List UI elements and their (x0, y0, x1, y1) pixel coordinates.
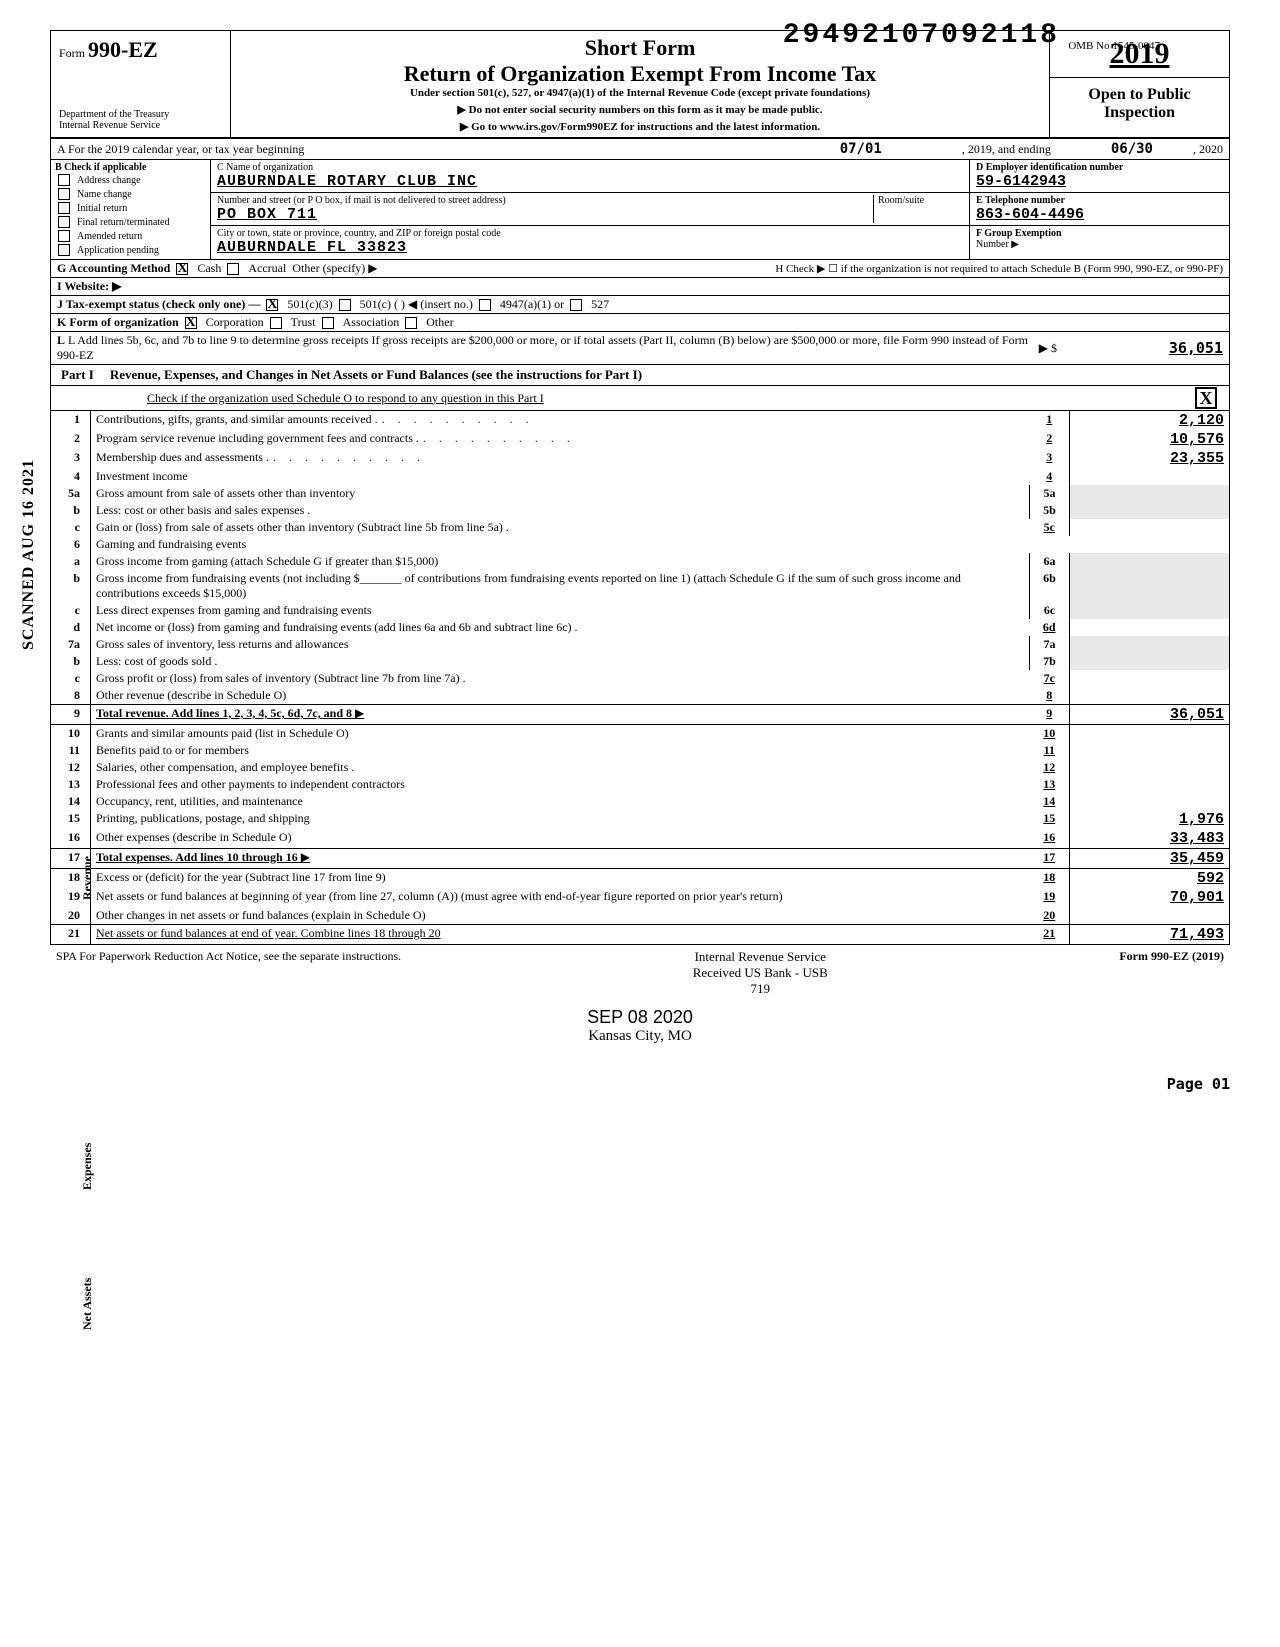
tax-year: 2019 (1050, 31, 1229, 78)
revenue-section-label: Revenue (80, 856, 95, 900)
org-street: PO BOX 711 (217, 206, 873, 223)
f-label: F Group Exemption (976, 228, 1223, 239)
d-label: D Employer identification number (976, 162, 1223, 173)
form-number: Form 990-EZ (59, 37, 222, 63)
line-19-amount: 70,901 (1070, 888, 1230, 907)
paperwork-notice: SPA For Paperwork Reduction Act Notice, … (56, 949, 401, 997)
omb-number: OMB No 1545-0047 (1068, 40, 1160, 52)
form-ref: Form 990-EZ (2019) (1119, 949, 1224, 997)
i-website: I Website: ▶ (57, 279, 121, 294)
org-name: AUBURNDALE ROTARY CLUB INC (217, 173, 963, 190)
line-l-text: L Add lines 5b, 6c, and 7b to line 9 to … (57, 333, 1028, 362)
under-section: Under section 501(c), 527, or 4947(a)(1)… (241, 87, 1039, 99)
warn-ssn: ▶ Do not enter social security numbers o… (241, 103, 1039, 116)
h-label: H Check ▶ ☐ if the organization is not r… (775, 262, 1223, 275)
warn-url: ▶ Go to www.irs.gov/Form990EZ for instru… (241, 120, 1039, 133)
line-15-amount: 1,976 (1070, 810, 1230, 829)
org-city: AUBURNDALE FL 33823 (217, 239, 963, 256)
accrual-checkbox[interactable] (227, 263, 239, 275)
line-1-amount: 2,120 (1070, 411, 1230, 430)
dept-label: Department of the Treasury Internal Reve… (59, 109, 222, 131)
tax-year-end: 06/30 (1111, 141, 1153, 157)
row-a: A For the 2019 calendar year, or tax yea… (50, 139, 1230, 160)
line-3-amount: 23,355 (1070, 449, 1230, 468)
501c3-checkbox[interactable] (266, 299, 278, 311)
netassets-section-label: Net Assets (80, 1278, 95, 1330)
page-number: Page 01 (50, 1075, 1230, 1093)
section-b: B Check if applicable Address change Nam… (50, 160, 1230, 260)
expenses-section-label: Expenses (80, 1143, 95, 1190)
irs-received-stamp: Internal Revenue Service Received US Ban… (693, 949, 828, 997)
part1-title: Revenue, Expenses, and Changes in Net As… (104, 365, 648, 385)
corp-checkbox[interactable] (185, 317, 197, 329)
dln-stamp: 29492107092118 (783, 20, 1060, 51)
open-public: Open to Public Inspection (1050, 78, 1229, 130)
part1-table: 1Contributions, gifts, grants, and simil… (50, 411, 1230, 945)
e-label: E Telephone number (976, 195, 1223, 206)
line-16-amount: 33,483 (1070, 829, 1230, 849)
tax-year-begin: 07/01 (840, 141, 882, 157)
b-label: B Check if applicable (55, 162, 206, 173)
cash-checkbox[interactable] (176, 263, 188, 275)
schedule-o-check: Check if the organization used Schedule … (57, 391, 544, 406)
part1-label: Part I (51, 365, 104, 385)
line-18-excess: 592 (1070, 869, 1230, 889)
line-2-amount: 10,576 (1070, 430, 1230, 449)
line-l-value: 36,051 (1063, 339, 1223, 357)
scanned-stamp: SCANNED AUG 16 2021 (20, 459, 38, 650)
phone: 863-604-4496 (976, 206, 1223, 223)
main-title: Return of Organization Exempt From Incom… (241, 61, 1039, 87)
ein: 59-6142943 (976, 173, 1223, 190)
line-21-net-assets: 71,493 (1070, 925, 1230, 945)
received-date: SEP 08 2020 (50, 1007, 1230, 1028)
received-city: Kansas City, MO (50, 1028, 1230, 1045)
line-17-total-expenses: 35,459 (1070, 849, 1230, 869)
schedule-o-box[interactable]: X (1195, 387, 1217, 409)
c-label: C Name of organization (217, 162, 963, 173)
g-label: G Accounting Method (57, 261, 170, 276)
line-9-total-revenue: 36,051 (1070, 705, 1230, 725)
